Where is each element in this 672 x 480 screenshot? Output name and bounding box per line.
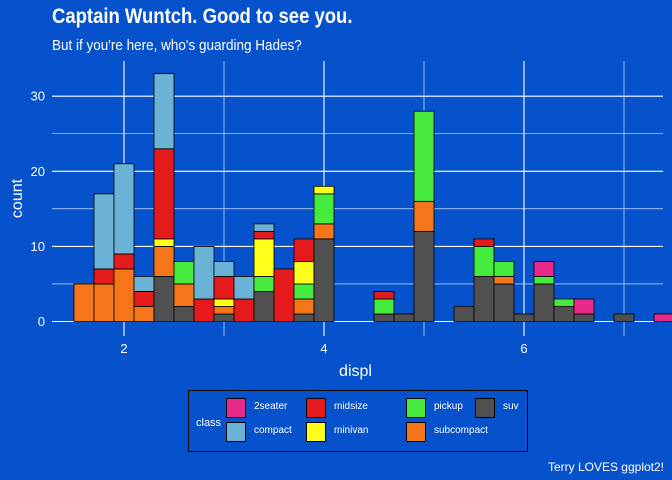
bar-segment-midsize xyxy=(214,276,234,299)
bar-segment-suv xyxy=(614,314,634,322)
y-tick-label: 10 xyxy=(31,239,45,254)
bar-segment-minivan xyxy=(294,261,314,284)
x-tick-label: 2 xyxy=(120,341,127,356)
legend-key-subcompact xyxy=(406,422,426,442)
bar-segment-subcompact xyxy=(114,269,134,322)
legend-key-2seater xyxy=(226,398,246,418)
bar-segment-subcompact xyxy=(314,224,334,239)
bar-segment-pickup xyxy=(254,276,274,291)
bar-segment-subcompact xyxy=(134,306,154,321)
bar-segment-suv xyxy=(174,306,194,321)
bar-segment-suv xyxy=(554,306,574,321)
y-tick-label: 0 xyxy=(38,314,45,329)
bar-segment-midsize xyxy=(154,149,174,239)
bar-segment-pickup xyxy=(534,276,554,284)
bar-segment-minivan xyxy=(214,299,234,307)
bar-segment-pickup xyxy=(314,194,334,224)
legend-key-midsize xyxy=(306,398,326,418)
bar-segment-midsize xyxy=(474,239,494,247)
bar-segment-pickup xyxy=(414,111,434,201)
bar-segment-compact xyxy=(234,276,254,299)
bar-segment-minivan xyxy=(314,186,334,194)
legend-label: subcompact xyxy=(434,425,488,436)
bar-segment-suv xyxy=(314,239,334,322)
bar-segment-minivan xyxy=(154,239,174,247)
bar-segment-pickup xyxy=(374,299,394,314)
bar-segment-midsize xyxy=(254,231,274,239)
legend-key-pickup xyxy=(406,398,426,418)
bar-segment-compact xyxy=(114,164,134,254)
bar-segment-subcompact xyxy=(74,284,94,322)
bar-segment-subcompact xyxy=(294,299,314,314)
bar-segment-compact xyxy=(254,224,274,232)
legend-title: class xyxy=(196,417,221,429)
legend-key-minivan xyxy=(306,422,326,442)
x-tick-label: 4 xyxy=(320,341,327,356)
bar-segment-pickup xyxy=(294,284,314,299)
legend-label: pickup xyxy=(434,401,463,412)
bar-segment-suv xyxy=(294,314,314,322)
bar-segment-minivan xyxy=(254,239,274,277)
bar-segment-suv xyxy=(414,231,434,321)
bar-segment-suv xyxy=(454,306,474,321)
bar-segment-compact xyxy=(134,276,154,291)
bar-segment-midsize xyxy=(234,299,254,322)
legend-label: minivan xyxy=(334,425,368,436)
bar-segment-compact xyxy=(194,246,214,299)
bar-segment-suv xyxy=(474,276,494,321)
bar-segment-2seater xyxy=(534,261,554,276)
bar-segment-midsize xyxy=(94,269,114,284)
legend: class 2seater compact midsize minivan pickup… xyxy=(188,390,528,452)
bar-segment-compact xyxy=(154,74,174,149)
bar-segment-subcompact xyxy=(154,246,174,276)
bar-segment-compact xyxy=(214,261,234,276)
legend-label: midsize xyxy=(334,401,368,412)
bar-segment-compact xyxy=(94,194,114,269)
bar-segment-suv xyxy=(374,314,394,322)
bar-segment-subcompact xyxy=(94,284,114,322)
caption: Terry LOVES ggplot2! xyxy=(548,460,664,474)
bar-segment-suv xyxy=(394,314,414,322)
bar-segment-midsize xyxy=(134,291,154,306)
y-axis-title: count xyxy=(9,178,26,218)
bar-segment-pickup xyxy=(174,261,194,284)
bar-segment-subcompact xyxy=(174,284,194,307)
histogram-bars xyxy=(74,74,672,322)
bar-segment-suv xyxy=(514,314,534,322)
bar-segment-midsize xyxy=(194,299,214,322)
legend-label: compact xyxy=(254,425,292,436)
bar-segment-subcompact xyxy=(214,306,234,314)
bar-segment-pickup xyxy=(554,299,574,307)
y-tick-label: 30 xyxy=(31,89,45,104)
bar-segment-midsize xyxy=(374,291,394,299)
legend-key-compact xyxy=(226,422,246,442)
bar-segment-midsize xyxy=(114,254,134,269)
bar-segment-suv xyxy=(574,314,594,322)
x-tick-label: 6 xyxy=(520,341,527,356)
bar-segment-subcompact xyxy=(414,201,434,231)
legend-label: 2seater xyxy=(254,401,287,412)
bar-segment-suv xyxy=(534,284,554,322)
bar-segment-suv xyxy=(494,284,514,322)
bar-segment-midsize xyxy=(294,239,314,262)
bar-segment-2seater xyxy=(654,314,672,322)
bar-segment-subcompact xyxy=(494,276,514,284)
legend-label: suv xyxy=(503,401,519,412)
bar-segment-midsize xyxy=(274,269,294,322)
y-tick-label: 20 xyxy=(31,164,45,179)
bar-segment-pickup xyxy=(494,261,514,276)
bar-segment-suv xyxy=(154,276,174,321)
bar-segment-suv xyxy=(214,314,234,322)
bar-segment-2seater xyxy=(574,299,594,314)
bar-segment-pickup xyxy=(474,246,494,276)
x-axis-title: displ xyxy=(339,363,372,380)
bar-segment-suv xyxy=(254,291,274,321)
legend-key-suv xyxy=(475,398,495,418)
